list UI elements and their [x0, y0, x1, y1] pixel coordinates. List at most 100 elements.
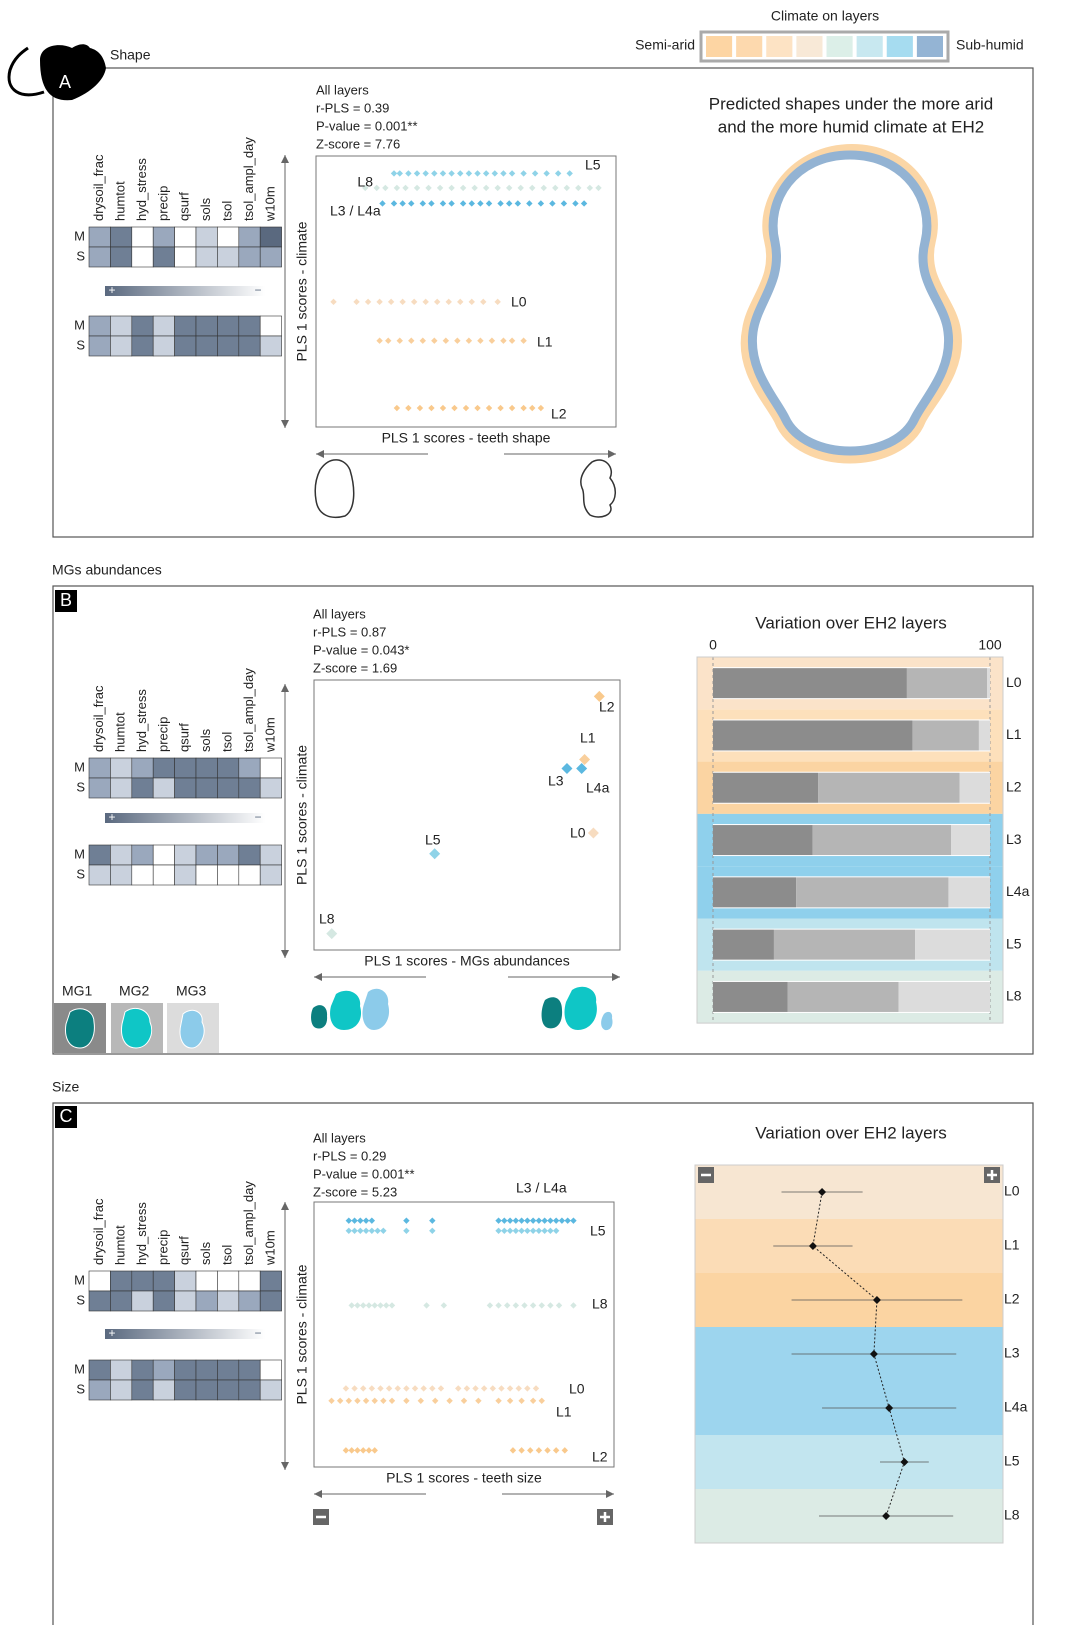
bar-segment — [787, 981, 899, 1012]
heatmap-cell — [152, 1359, 175, 1381]
scatter-point — [555, 1302, 563, 1309]
scatter-point — [488, 337, 496, 344]
scatter-point — [422, 170, 429, 177]
scatter-point — [524, 1227, 531, 1234]
heatmap-cell — [110, 864, 133, 886]
layer-label: L2 — [1006, 778, 1022, 794]
scatter-point — [348, 1447, 355, 1454]
scatter-point — [521, 1302, 528, 1309]
heatmap-cell — [259, 335, 282, 357]
scatter-point — [394, 1385, 401, 1392]
heatmap-cell — [152, 315, 175, 337]
scatter-point — [396, 337, 403, 344]
mg-legend-label: MG2 — [119, 983, 150, 999]
layer-label: L1 — [556, 1404, 572, 1420]
mouse-tail — [7, 46, 45, 97]
bar-segment — [713, 720, 913, 751]
heatmap-cell — [174, 335, 197, 357]
scale-label: − — [254, 810, 261, 824]
scatter-point — [480, 1385, 488, 1392]
scatter-point — [506, 200, 513, 207]
scatter-point — [439, 200, 447, 207]
scatter-point — [561, 1447, 568, 1454]
heatmap-cell — [195, 757, 218, 779]
heatmap-cell — [131, 1290, 154, 1312]
layer-label: L0 — [511, 294, 527, 310]
scatter-point — [326, 928, 338, 940]
panel-letter-box — [55, 1106, 77, 1128]
scatter-point — [460, 1397, 468, 1404]
scatter-point — [515, 1385, 522, 1392]
row-label: S — [76, 779, 85, 794]
mean-point — [869, 1350, 878, 1358]
scatter-point — [354, 1302, 361, 1309]
scatter-point — [413, 170, 421, 177]
scatter-point — [380, 1397, 387, 1404]
scatter-point — [351, 1217, 358, 1224]
scatter-point — [457, 170, 464, 177]
scatter-point — [446, 1397, 453, 1404]
heatmap-cell — [152, 844, 175, 866]
heatmap-cell — [217, 1379, 240, 1401]
layer-label: L4a — [1006, 883, 1030, 899]
scatter-point — [403, 1385, 410, 1392]
scatter-point — [360, 1447, 367, 1454]
layer-label: L2 — [592, 1449, 608, 1465]
variable-label: humtot — [113, 1225, 128, 1265]
heatmap-cell — [174, 757, 197, 779]
scatter-point — [482, 170, 490, 177]
heatmap-cell — [110, 226, 133, 248]
scatter-point — [524, 1217, 531, 1224]
scatter-point — [480, 298, 487, 306]
layer-label: L8 — [357, 174, 373, 190]
mg3-icon — [601, 1011, 613, 1031]
variable-label: tsol — [220, 732, 235, 752]
heatmap-cell — [131, 757, 154, 779]
mg-legend-label: MG3 — [176, 983, 207, 999]
panel-letter: A — [59, 72, 71, 92]
layer-label: L2 — [1004, 1291, 1020, 1307]
scatter-point — [580, 200, 588, 207]
scatter-point — [532, 1385, 540, 1392]
heatmap-cell — [195, 1270, 218, 1292]
bar-segment — [713, 825, 813, 856]
scatter-point — [537, 404, 545, 412]
scatter-point — [572, 200, 579, 207]
scatter-point — [576, 763, 588, 775]
scatter-point — [368, 1227, 376, 1234]
heatmap-cell — [217, 777, 240, 799]
arrow-head — [281, 684, 289, 692]
heatmap-cell — [238, 844, 261, 866]
scatter-point — [342, 1447, 350, 1454]
heatmap-cell — [238, 226, 261, 248]
heatmap-cell — [217, 1359, 240, 1381]
scatter-point — [434, 298, 441, 306]
legend-left: Semi-arid — [635, 37, 695, 53]
scatter-point — [436, 184, 444, 192]
layer-label: L3 — [548, 773, 564, 789]
scatter-point — [385, 337, 392, 344]
heatmap-cell — [174, 1290, 197, 1312]
heatmap-cell — [152, 246, 175, 268]
panel-frame — [52, 585, 1034, 1055]
scatter-point — [419, 200, 426, 207]
scatter-point — [348, 1302, 355, 1309]
panel-letter: C — [60, 1106, 73, 1126]
scatter-point — [538, 1397, 545, 1404]
legend-swatch — [916, 36, 943, 57]
scatter-point — [465, 170, 473, 177]
heatmap-cell — [259, 1270, 282, 1292]
variable-label: w10m — [262, 186, 277, 222]
variable-label: drysoil_frac — [91, 685, 106, 752]
layer-label: L3 / L4a — [330, 203, 381, 219]
variable-label: precip — [155, 186, 170, 221]
heatmap-cell — [174, 777, 197, 799]
layer-label: L5 — [1006, 935, 1022, 951]
scatter-point — [377, 1302, 384, 1309]
bar-segment — [713, 772, 819, 803]
scatter-point — [405, 404, 412, 412]
scatter-point — [518, 1397, 525, 1404]
heatmap-cell — [131, 315, 154, 337]
row-label: S — [76, 1292, 85, 1307]
y-axis-label: PLS 1 scores - climate — [294, 1264, 310, 1404]
